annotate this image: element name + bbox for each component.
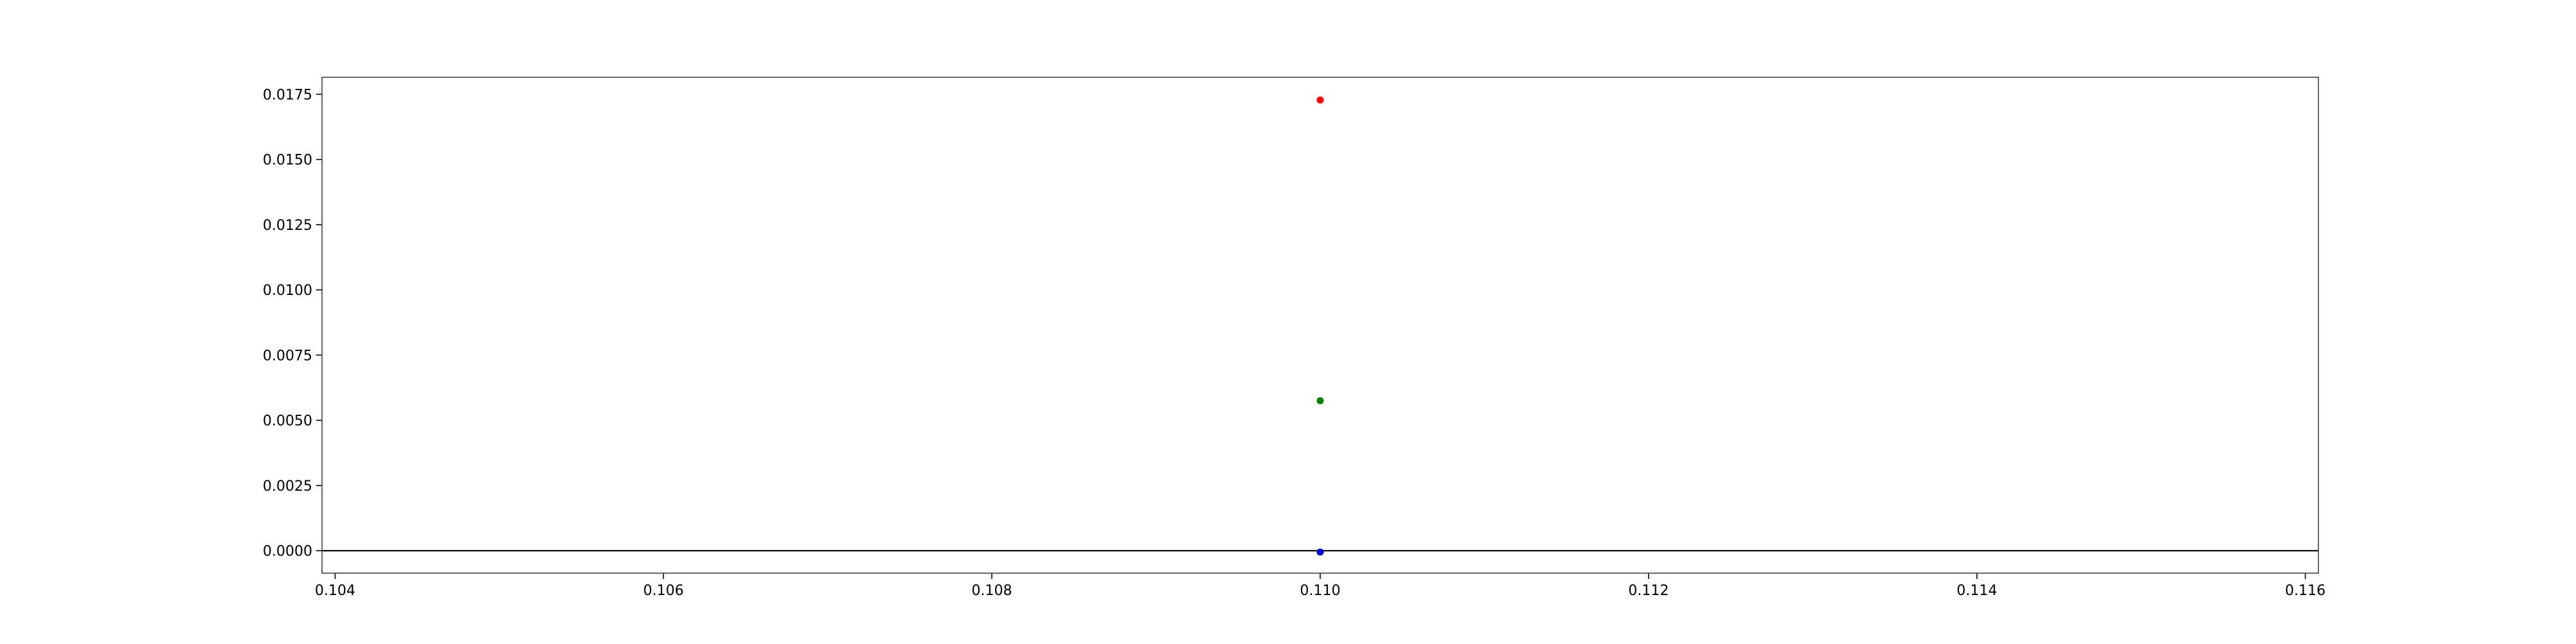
y-tick-label: 0.0050 <box>263 413 312 430</box>
y-tick-label: 0.0000 <box>263 544 312 560</box>
plot-area <box>322 96 2318 556</box>
y-tick-label: 0.0150 <box>263 153 312 169</box>
x-axis: 0.104 0.106 0.108 0.110 0.112 0.114 0.116 <box>315 573 2325 599</box>
x-tick-label: 0.114 <box>1956 583 1997 599</box>
y-axis: 0.0000 0.0025 0.0050 0.0075 0.0100 0.0125 0.01… <box>263 87 322 560</box>
x-tick-label: 0.106 <box>643 583 684 599</box>
data-point-series-3 <box>1316 548 1324 556</box>
x-tick-label: 0.110 <box>1300 583 1341 599</box>
data-point-series-2 <box>1316 397 1324 404</box>
x-tick-label: 0.104 <box>315 583 355 599</box>
x-tick-label: 0.108 <box>972 583 1012 599</box>
y-tick-label: 0.0125 <box>263 218 312 234</box>
y-tick-label: 0.0100 <box>263 283 312 299</box>
y-tick-label: 0.0025 <box>263 478 312 495</box>
y-tick-label: 0.0075 <box>263 348 312 364</box>
x-tick-label: 0.112 <box>1628 583 1669 599</box>
plot-frame <box>321 77 2319 574</box>
x-tick-label: 0.116 <box>2285 583 2325 599</box>
y-tick-label: 0.0175 <box>263 87 312 103</box>
data-point-series-1 <box>1316 96 1324 104</box>
